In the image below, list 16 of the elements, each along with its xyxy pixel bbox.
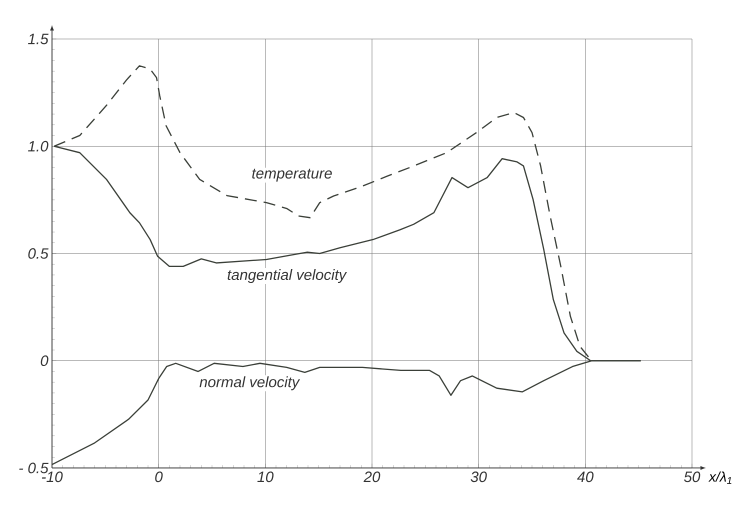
y-tick-label: 1.5 — [28, 34, 49, 44]
y-tick-label: 0 — [40, 355, 48, 366]
y-tick-label: 0.5 — [28, 248, 49, 259]
annotation: normal velocity — [200, 376, 300, 390]
annotation: tangential velocity — [228, 269, 348, 283]
x-tick-label: 50 — [684, 472, 700, 482]
y-tick-label: 1.0 — [28, 140, 48, 152]
annotation: temperature — [252, 168, 332, 182]
x-axis-title: x/λ$_{1}$ — [708, 472, 732, 484]
y-tick-label: - 0.5 — [19, 462, 48, 474]
x-tick-label: 40 — [577, 472, 594, 482]
x-tick-label: 0 — [155, 472, 163, 482]
x-tick-label: 20 — [364, 472, 380, 482]
x-tick-label: 10 — [257, 472, 274, 482]
x-tick-label: -10 — [42, 472, 63, 482]
x-tick-label: 30 — [470, 472, 487, 482]
